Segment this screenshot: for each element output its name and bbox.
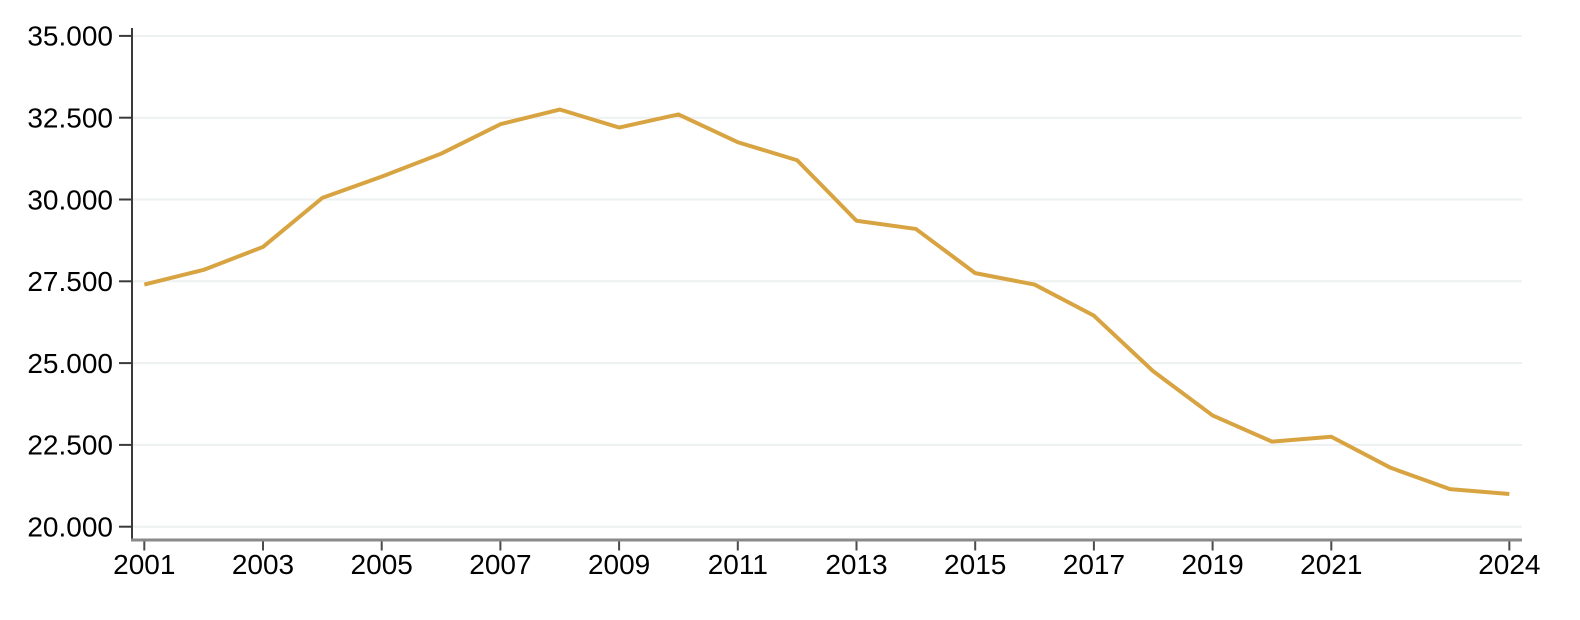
x-tick-label: 2013 bbox=[825, 549, 887, 580]
x-tick-label: 2007 bbox=[469, 549, 531, 580]
y-tick-label: 20.000 bbox=[27, 512, 113, 543]
x-tick-label: 2024 bbox=[1478, 549, 1540, 580]
x-tick-label: 2015 bbox=[944, 549, 1006, 580]
y-tick-label: 35.000 bbox=[27, 21, 113, 52]
y-tick-label: 30.000 bbox=[27, 184, 113, 215]
x-tick-label: 2001 bbox=[113, 549, 175, 580]
y-tick-label: 27.500 bbox=[27, 266, 113, 297]
x-tick-label: 2009 bbox=[588, 549, 650, 580]
data-line bbox=[143, 107, 1510, 496]
y-tick-label: 32.500 bbox=[27, 103, 113, 134]
x-tick-label: 2011 bbox=[708, 549, 768, 580]
x-tick-label: 2005 bbox=[351, 549, 413, 580]
x-tick-label: 2019 bbox=[1181, 549, 1243, 580]
x-tick-label: 2021 bbox=[1300, 549, 1362, 580]
x-tick-label: 2017 bbox=[1063, 549, 1125, 580]
y-tick-label: 22.500 bbox=[27, 430, 113, 461]
x-tick-label: 2003 bbox=[232, 549, 294, 580]
y-tick-label: 25.000 bbox=[27, 348, 113, 379]
